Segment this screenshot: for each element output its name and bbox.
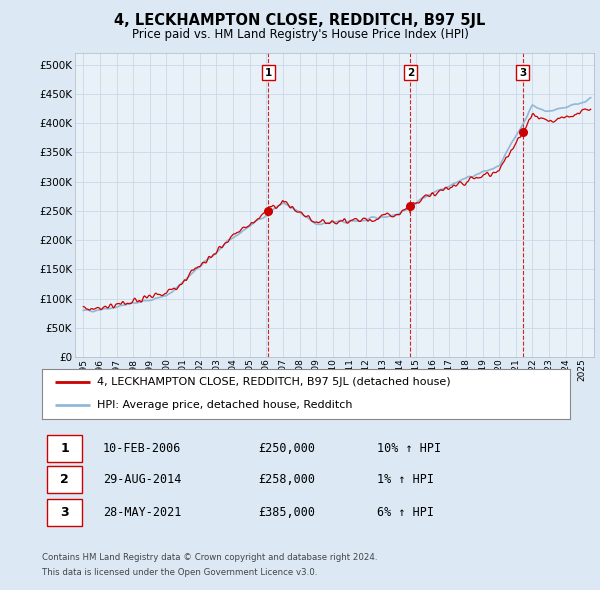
Text: HPI: Average price, detached house, Redditch: HPI: Average price, detached house, Redd… [97,401,353,411]
Text: £385,000: £385,000 [259,506,316,519]
Text: 1% ↑ HPI: 1% ↑ HPI [377,473,434,486]
Text: 29-AUG-2014: 29-AUG-2014 [103,473,181,486]
Text: This data is licensed under the Open Government Licence v3.0.: This data is licensed under the Open Gov… [42,568,317,576]
FancyBboxPatch shape [47,435,82,462]
Text: Price paid vs. HM Land Registry's House Price Index (HPI): Price paid vs. HM Land Registry's House … [131,28,469,41]
Text: Contains HM Land Registry data © Crown copyright and database right 2024.: Contains HM Land Registry data © Crown c… [42,553,377,562]
Text: 2: 2 [60,473,69,486]
Text: 28-MAY-2021: 28-MAY-2021 [103,506,181,519]
Text: 4, LECKHAMPTON CLOSE, REDDITCH, B97 5JL: 4, LECKHAMPTON CLOSE, REDDITCH, B97 5JL [115,13,485,28]
Text: 4, LECKHAMPTON CLOSE, REDDITCH, B97 5JL (detached house): 4, LECKHAMPTON CLOSE, REDDITCH, B97 5JL … [97,377,451,387]
FancyBboxPatch shape [47,499,82,526]
Text: 1: 1 [60,442,69,455]
Text: 3: 3 [60,506,69,519]
Text: 3: 3 [519,68,526,78]
Text: 2: 2 [407,68,414,78]
Text: 6% ↑ HPI: 6% ↑ HPI [377,506,434,519]
Text: 10-FEB-2006: 10-FEB-2006 [103,442,181,455]
Text: £258,000: £258,000 [259,473,316,486]
Text: 10% ↑ HPI: 10% ↑ HPI [377,442,442,455]
Text: £250,000: £250,000 [259,442,316,455]
Text: 1: 1 [265,68,272,78]
FancyBboxPatch shape [47,466,82,493]
